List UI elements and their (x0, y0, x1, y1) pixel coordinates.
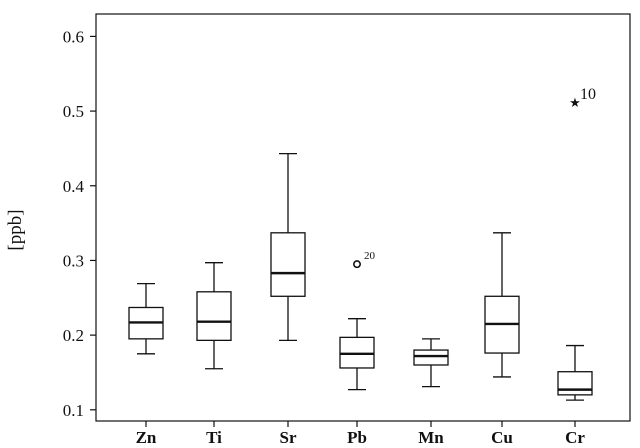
iqr-box (413, 349, 449, 366)
y-tick-label: 0.3 (63, 251, 84, 270)
x-tick-label: Cr (565, 428, 585, 447)
box-pb (339, 318, 375, 391)
x-tick-label: Pb (347, 428, 367, 447)
x-tick-label: Cu (491, 428, 513, 447)
iqr-box (270, 232, 306, 297)
x-tick-label: Sr (280, 428, 297, 447)
box-cu (484, 232, 520, 378)
y-axis-title: [ppb] (5, 209, 26, 250)
y-tick-label: 0.2 (63, 326, 84, 345)
x-axis: Zn Ti Sr Pb Mn Cu Cr (136, 421, 585, 447)
outlier-label: 20 (364, 250, 376, 262)
box-zn (128, 282, 164, 355)
box-ti (196, 262, 232, 370)
y-tick-label: 0.6 (63, 27, 84, 46)
outlier-label: 10 (580, 86, 596, 103)
outlier-point-star: ★ (569, 95, 581, 110)
x-tick-label: Mn (418, 428, 444, 447)
outlier-series: 20 ★ 10 (352, 86, 596, 269)
iqr-box (196, 291, 232, 341)
x-tick-label: Ti (206, 428, 222, 447)
plot-frame (95, 13, 631, 422)
iqr-box (557, 371, 593, 396)
outlier-point-circle (352, 260, 361, 269)
box-mn (413, 338, 449, 388)
y-tick-label: 0.4 (63, 177, 85, 196)
box-sr (270, 152, 306, 341)
x-tick-label: Zn (136, 428, 157, 447)
y-tick-label: 0.1 (63, 401, 84, 420)
box-series (128, 152, 593, 401)
y-tick-label: 0.5 (63, 102, 84, 121)
y-axis: 0.1 0.2 0.3 0.4 0.5 0.6 (63, 27, 96, 420)
box-cr (557, 344, 593, 401)
